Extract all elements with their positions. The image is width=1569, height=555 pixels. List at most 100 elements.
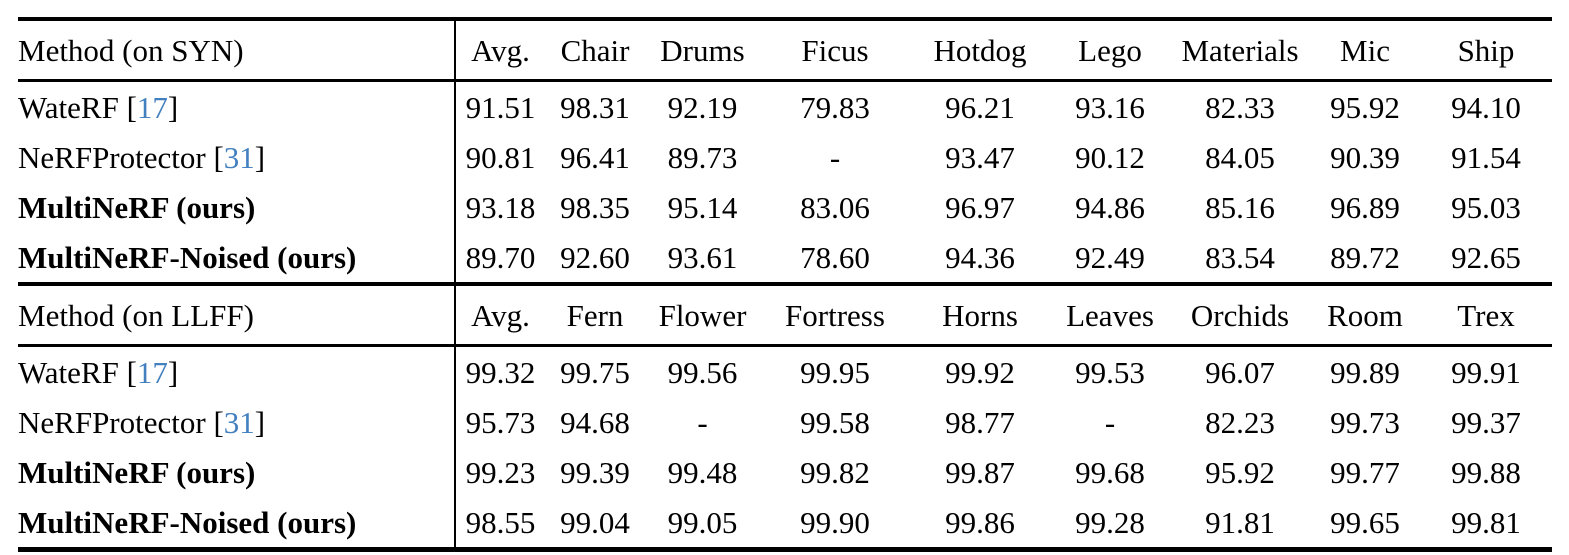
method-name-cell: NeRFProtector [31] [18,397,456,447]
citation-link[interactable]: 31 [223,139,255,175]
metric-value: 99.65 [1330,504,1400,540]
table-row: MultiNeRF (ours) 99.23 99.39 99.48 99.82 99.8… [18,447,1552,497]
citation-bracket-open: [ [118,354,137,390]
citation-link[interactable]: 17 [136,89,168,125]
method-name: MultiNeRF-Noised (ours) [18,504,357,540]
metric-value: 92.49 [1075,239,1145,275]
metric-value: 89.70 [465,239,536,275]
section-header-row: Method (on LLFF) Avg. Fern Flower Fortress Ho… [18,282,1552,347]
method-name: WateRF [18,89,119,125]
metric-value: 93.47 [945,139,1015,175]
metric-value: 82.33 [1205,89,1275,125]
method-name-cell: MultiNeRF-Noised (ours) [18,232,456,284]
method-name-cell: MultiNeRF-Noised (ours) [18,497,456,550]
column-header: Fortress [760,282,910,347]
method-name-cell: MultiNeRF (ours) [18,182,456,232]
metric-value: 99.04 [560,504,630,540]
metric-value: 99.75 [560,354,630,390]
column-header: Orchids [1170,282,1310,347]
method-name-cell: NeRFProtector [31] [18,132,456,182]
metric-value: 95.73 [465,404,536,440]
metric-value: 89.73 [667,139,738,175]
citation-bracket-close: ] [167,354,179,390]
table-row: MultiNeRF-Noised (ours) 98.55 99.04 99.05 99… [18,497,1552,550]
metric-value: 92.19 [667,89,738,125]
metric-value: 94.86 [1075,189,1145,225]
column-header: Leaves [1050,282,1170,347]
method-name: MultiNeRF (ours) [18,189,256,225]
column-header: Lego [1050,17,1170,82]
column-header: Mic [1310,17,1420,82]
metric-value: 78.60 [800,239,870,275]
method-name: NeRFProtector [18,139,206,175]
metric-value: 99.05 [667,504,738,540]
table-row: NeRFProtector [31] 95.73 94.68-99.58 98.77-… [18,397,1552,447]
column-header: Room [1310,282,1420,347]
metric-value: 99.39 [560,454,630,490]
metric-value: 92.60 [560,239,630,275]
metric-value: 99.87 [945,454,1015,490]
citation-bracket-open: [ [205,139,224,175]
metric-value: 96.21 [945,89,1015,125]
metric-value: 83.54 [1205,239,1275,275]
method-name: MultiNeRF (ours) [18,454,256,490]
metric-value: 96.41 [560,139,630,175]
metric-value: 91.51 [465,89,536,125]
metric-value: - [829,139,841,175]
metric-value: 99.73 [1330,404,1400,440]
metric-value: 99.91 [1451,354,1521,390]
method-column-header: Method (on SYN) [18,17,456,82]
metric-value: 93.18 [465,189,536,225]
metric-value: 99.90 [800,504,870,540]
column-header: Ficus [760,17,910,82]
citation-link[interactable]: 31 [223,404,255,440]
metric-value: - [697,404,708,440]
method-name-cell: WateRF [17] [18,80,456,132]
metric-value: 84.05 [1205,139,1275,175]
column-header: Chair [545,17,645,82]
metric-value: 92.65 [1451,239,1521,275]
table-row: NeRFProtector [31] 90.81 96.41 89.73 - 93.47 9… [18,132,1552,182]
metric-value: 99.28 [1075,504,1145,540]
metric-value: 96.07 [1205,354,1275,390]
citation-bracket-open: [ [118,89,137,125]
metric-value: 95.92 [1205,454,1275,490]
metric-value: 99.58 [800,404,870,440]
table-row: MultiNeRF-Noised (ours) 89.70 92.60 93.61 78… [18,232,1552,284]
metric-value: 99.23 [465,454,536,490]
metric-value: 99.86 [945,504,1015,540]
metric-value: 99.82 [800,454,870,490]
metric-value: 83.06 [800,189,870,225]
metric-value: 99.89 [1330,354,1400,390]
metric-value: 94.36 [945,239,1015,275]
metric-value: 82.23 [1205,404,1275,440]
metric-value: 99.56 [667,354,738,390]
table-row: WateRF [17] 91.51 98.31 92.19 79.83 96.21 93.1… [18,80,1552,132]
metric-value: 98.55 [465,504,536,540]
metric-value: 90.39 [1330,139,1400,175]
metric-value: 95.92 [1330,89,1400,125]
metric-value: 91.81 [1205,504,1275,540]
column-header: Avg. [455,282,545,347]
column-header: Horns [910,282,1050,347]
metric-value: 99.88 [1451,454,1521,490]
metric-value: 91.54 [1451,139,1521,175]
metric-value: 98.77 [945,404,1015,440]
citation-link[interactable]: 17 [136,354,168,390]
metric-value: 94.10 [1451,89,1521,125]
method-name: NeRFProtector [18,404,206,440]
benchmark-results-table: Method (on SYN) Avg. Chair Drums Ficus Hotdog… [18,17,1552,552]
method-column-header: Method (on LLFF) [18,282,456,347]
column-header: Fern [545,282,645,347]
metric-value: 99.77 [1330,454,1400,490]
table-row: MultiNeRF (ours) 93.18 98.35 95.14 83.06 96.9… [18,182,1552,232]
metric-value: 94.68 [560,404,630,440]
metric-value: 89.72 [1330,239,1400,275]
column-header: Trex [1420,282,1552,347]
table-body: Method (on SYN) Avg. Chair Drums Ficus Hotdog… [18,17,1552,550]
metric-value: 79.83 [800,89,870,125]
metric-value: 90.81 [465,139,536,175]
table-row: WateRF [17] 99.32 99.75 99.56 99.95 99.92 99.5… [18,345,1552,397]
column-header: Flower [645,282,760,347]
method-name: WateRF [18,354,119,390]
